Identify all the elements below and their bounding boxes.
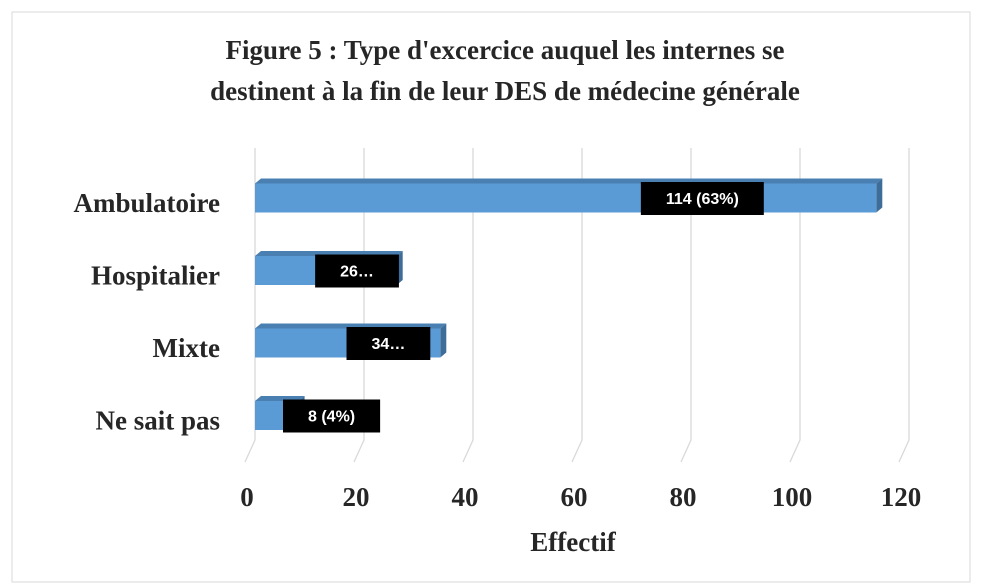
chart-title: destinent à la fin de leur DES de médeci… — [210, 76, 800, 106]
data-label: 8 (4%) — [308, 409, 355, 426]
y-tick-label: Ambulatoire — [74, 188, 221, 218]
chart-border — [11, 11, 971, 583]
data-label-box — [640, 182, 764, 215]
grid-line — [462, 148, 474, 463]
bar-top — [255, 178, 883, 184]
grid-line — [353, 148, 365, 463]
data-label-box — [346, 327, 431, 360]
data-label-box — [315, 254, 399, 288]
x-tick-label: 60 — [561, 482, 588, 512]
data-label: 114 (63%) — [666, 191, 739, 208]
x-tick-label: 120 — [881, 482, 922, 512]
bar-side — [440, 323, 447, 358]
x-axis-label: Effectif — [530, 527, 616, 557]
grid-line — [789, 148, 801, 463]
y-tick-label: Mixte — [153, 333, 220, 363]
x-tick-label: 40 — [452, 482, 479, 512]
grid-line — [898, 148, 910, 463]
grid-line — [571, 148, 583, 463]
x-tick-label: 20 — [343, 482, 370, 512]
x-tick-label: 80 — [670, 482, 697, 512]
chart-title: Figure 5 : Type d'excercice auquel les i… — [226, 35, 785, 65]
bar — [255, 183, 877, 213]
y-tick-label: Hospitalier — [91, 261, 220, 291]
x-tick-label: 0 — [240, 482, 254, 512]
data-label-box — [283, 399, 381, 433]
x-tick-label: 100 — [772, 482, 813, 512]
grid-line — [680, 148, 692, 463]
y-tick-label: Ne sait pas — [95, 406, 220, 436]
grid-line — [244, 148, 256, 463]
data-label: 34… — [372, 336, 406, 353]
data-label: 26… — [340, 264, 374, 281]
bar-side — [876, 178, 883, 213]
